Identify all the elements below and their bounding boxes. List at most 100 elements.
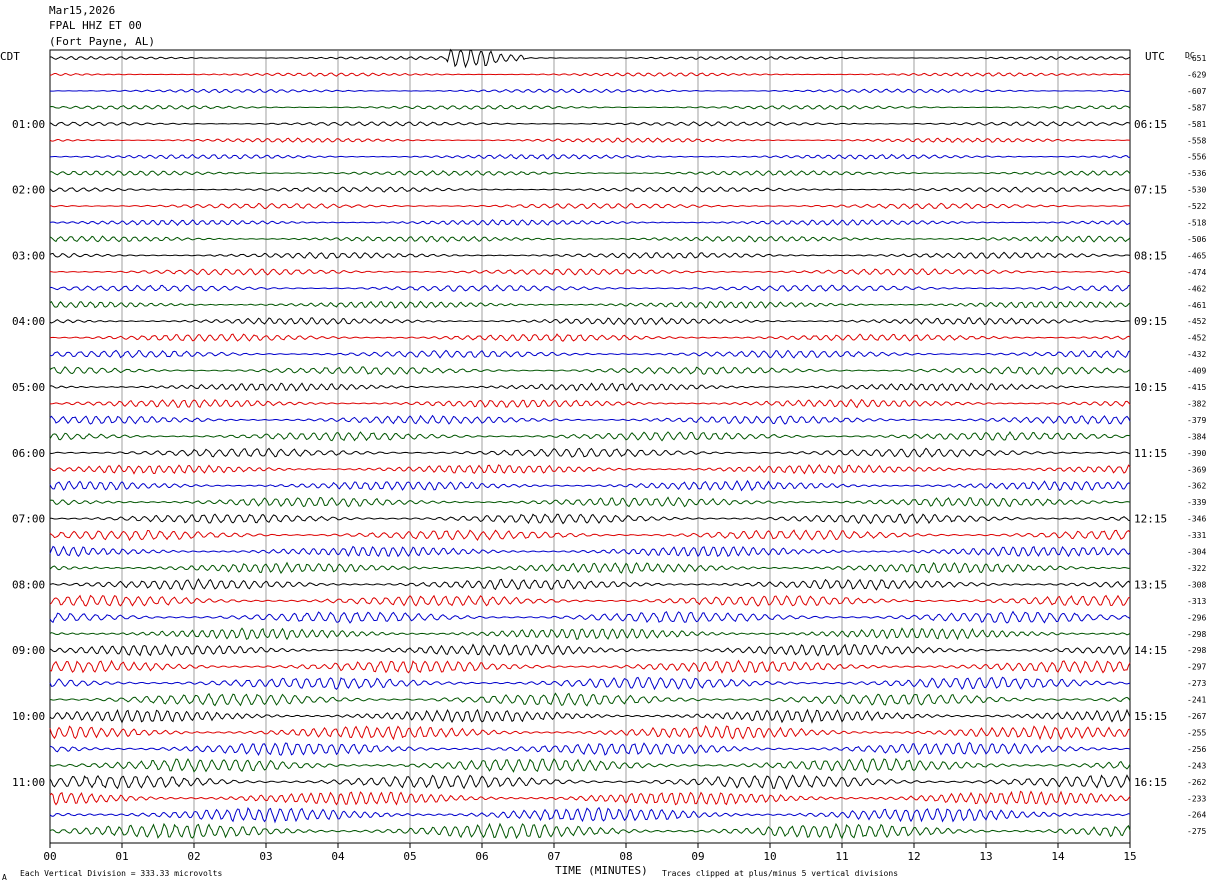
- trace-line: [49, 659, 1131, 674]
- dc-offset-label: -275: [1187, 827, 1206, 836]
- x-tick-label: 05: [403, 850, 416, 863]
- trace-line: [49, 235, 1131, 243]
- right-hour-label: 07:15: [1134, 184, 1167, 197]
- trace-line: [49, 741, 1131, 756]
- left-timezone-label: CDT: [0, 50, 20, 63]
- dc-offset-label: -298: [1187, 646, 1206, 655]
- right-hour-label: 06:15: [1134, 118, 1167, 131]
- date-label: Mar15,2026: [49, 4, 116, 17]
- trace-line: [49, 414, 1131, 425]
- dc-offset-label: -243: [1187, 761, 1206, 770]
- dc-offset-label: -382: [1187, 399, 1206, 408]
- dc-offset-label: -308: [1187, 580, 1206, 589]
- trace-line: [49, 137, 1131, 143]
- right-hour-label: 10:15: [1134, 381, 1167, 394]
- dc-offset-label: -313: [1187, 597, 1206, 606]
- scale-note: Each Vertical Division = 333.33 microvol…: [20, 869, 222, 878]
- left-hour-label: 03:00: [12, 249, 45, 262]
- x-tick-label: 02: [187, 850, 200, 863]
- right-hour-label: 08:15: [1134, 249, 1167, 262]
- trace-line: [49, 479, 1131, 492]
- trace-line: [49, 594, 1131, 607]
- trace-line: [49, 398, 1131, 409]
- corner-mark: A: [2, 873, 7, 882]
- trace-line: [49, 300, 1131, 309]
- station-label: FPAL HHZ ET 00: [49, 19, 142, 32]
- trace-line: [49, 676, 1131, 691]
- left-hour-label: 10:00: [12, 710, 45, 723]
- trace-line: [49, 724, 1131, 741]
- dc-offset-label: -465: [1187, 251, 1206, 260]
- location-label: (Fort Payne, AL): [49, 35, 155, 48]
- trace-line: [49, 610, 1131, 624]
- dc-offset-label: -556: [1187, 153, 1206, 162]
- dc-offset-label: -518: [1187, 219, 1206, 228]
- trace-line: [49, 806, 1131, 824]
- trace-line: [49, 72, 1131, 77]
- x-tick-label: 12: [907, 850, 920, 863]
- dc-offset-label: -298: [1187, 630, 1206, 639]
- dc-offset-label: -461: [1187, 301, 1206, 310]
- dc-offset-label: -273: [1187, 679, 1206, 688]
- trace-line: [49, 627, 1131, 641]
- trace-line: [49, 349, 1131, 359]
- dc-offset-label: -339: [1187, 498, 1206, 507]
- dc-offset-label: -362: [1187, 482, 1206, 491]
- x-tick-label: 15: [1123, 850, 1136, 863]
- dc-offset-label: -304: [1187, 548, 1206, 557]
- dc-offset-label: -409: [1187, 367, 1206, 376]
- trace-line: [49, 202, 1131, 210]
- x-tick-label: 04: [331, 850, 345, 863]
- dc-offset-label: -267: [1187, 712, 1206, 721]
- dc-offset-label: -255: [1187, 728, 1206, 737]
- left-hour-label: 04:00: [12, 315, 45, 328]
- trace-line: [49, 708, 1131, 724]
- trace-line: [49, 48, 1131, 69]
- trace-line: [49, 316, 1131, 326]
- dc-offset-label: -522: [1187, 202, 1206, 211]
- dc-offset-label: -331: [1187, 531, 1206, 540]
- dc-offset-label: -530: [1187, 186, 1206, 195]
- trace-line: [49, 121, 1131, 127]
- axis-labels: CDT UTC DC Each Vertical Division = 333.…: [0, 50, 1206, 882]
- x-tick-label: 08: [619, 850, 632, 863]
- dc-offset-label: -379: [1187, 416, 1206, 425]
- trace-line: [49, 153, 1131, 160]
- trace-line: [49, 774, 1131, 791]
- right-timezone-label: UTC: [1145, 50, 1165, 63]
- dc-offset-label: -452: [1187, 317, 1206, 326]
- clip-note: Traces clipped at plus/minus 5 vertical …: [662, 869, 898, 878]
- dc-header-label: DC: [1185, 51, 1195, 60]
- x-tick-label: 11: [835, 850, 848, 863]
- dc-offset-label: -432: [1187, 350, 1206, 359]
- dc-offset-label: -256: [1187, 745, 1206, 754]
- x-tick-label: 13: [979, 850, 992, 863]
- dc-offset-label: -462: [1187, 284, 1206, 293]
- dc-offset-label: -415: [1187, 383, 1206, 392]
- trace-line: [49, 463, 1131, 475]
- trace-line: [49, 447, 1131, 458]
- dc-offset-label: -322: [1187, 564, 1206, 573]
- left-hour-label: 05:00: [12, 381, 45, 394]
- trace-line: [49, 529, 1131, 542]
- trace-line: [49, 757, 1131, 774]
- trace-line: [49, 692, 1131, 707]
- right-hour-label: 11:15: [1134, 447, 1167, 460]
- trace-line: [49, 268, 1131, 276]
- trace-line: [49, 88, 1131, 94]
- dc-offset-label: -536: [1187, 169, 1206, 178]
- x-axis-title: TIME (MINUTES): [555, 864, 648, 877]
- trace-line: [49, 251, 1131, 260]
- time-gridlines: [49, 49, 1131, 848]
- right-hour-label: 15:15: [1134, 710, 1167, 723]
- dc-offset-label: -558: [1187, 136, 1206, 145]
- x-tick-label: 01: [115, 850, 128, 863]
- dc-offset-label: -264: [1187, 811, 1206, 820]
- right-hour-label: 12:15: [1134, 513, 1167, 526]
- dc-offset-label: -390: [1187, 449, 1206, 458]
- x-tick-label: 14: [1051, 850, 1065, 863]
- dc-offset-label: -297: [1187, 663, 1206, 672]
- trace-line: [49, 284, 1131, 292]
- left-hour-label: 02:00: [12, 184, 45, 197]
